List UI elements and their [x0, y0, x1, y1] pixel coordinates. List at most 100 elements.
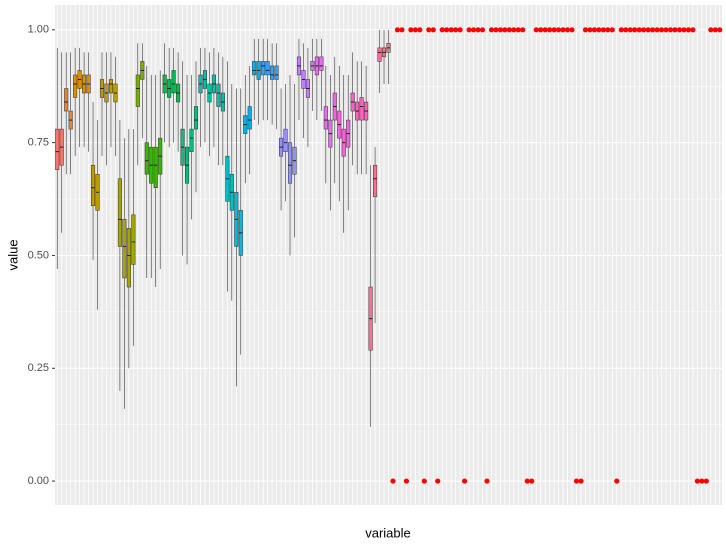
- point: [524, 478, 530, 484]
- x-axis-label: variable: [365, 525, 411, 540]
- point: [511, 27, 517, 33]
- box: [126, 228, 131, 288]
- point: [627, 27, 633, 33]
- y-tick-label: 0.50: [28, 249, 49, 261]
- point: [717, 27, 723, 33]
- point: [515, 27, 521, 33]
- point: [538, 27, 544, 33]
- point: [426, 27, 432, 33]
- point: [582, 27, 589, 33]
- point: [551, 27, 557, 33]
- y-tick-label: 0.25: [28, 362, 49, 374]
- point: [462, 478, 468, 484]
- point: [493, 27, 499, 33]
- box: [64, 88, 69, 112]
- point: [667, 27, 674, 33]
- point: [542, 27, 548, 33]
- box: [122, 219, 127, 279]
- point: [421, 478, 427, 484]
- box: [377, 47, 382, 62]
- point: [564, 27, 571, 33]
- box: [265, 61, 270, 76]
- point: [658, 27, 665, 33]
- point: [694, 478, 700, 484]
- point: [587, 27, 593, 33]
- box: [135, 74, 140, 107]
- point: [623, 27, 629, 33]
- point: [636, 27, 642, 33]
- point: [502, 27, 508, 33]
- point: [600, 27, 606, 33]
- box: [216, 83, 221, 107]
- point: [618, 27, 624, 33]
- point: [596, 27, 602, 33]
- point: [417, 27, 423, 33]
- box: [359, 97, 364, 121]
- box: [193, 106, 199, 130]
- point: [453, 27, 459, 33]
- point: [632, 27, 638, 33]
- box: [261, 61, 266, 76]
- point: [609, 27, 615, 33]
- point: [614, 478, 620, 484]
- point: [484, 478, 490, 484]
- point: [466, 27, 472, 33]
- point: [569, 27, 575, 33]
- box: [373, 164, 378, 198]
- point: [685, 27, 692, 33]
- box: [108, 79, 113, 94]
- point: [676, 27, 683, 33]
- box: [153, 146, 158, 189]
- point: [435, 478, 441, 484]
- point: [430, 27, 436, 33]
- box: [287, 142, 293, 184]
- point: [403, 478, 410, 484]
- point: [681, 27, 687, 33]
- box: [319, 56, 324, 71]
- point: [591, 27, 598, 33]
- point: [475, 27, 481, 33]
- point: [457, 27, 463, 33]
- marks: [55, 27, 723, 484]
- point: [547, 27, 553, 33]
- box: [117, 178, 122, 247]
- y-tick-label: 0.00: [28, 475, 49, 487]
- point: [479, 27, 486, 33]
- point: [708, 27, 714, 33]
- point: [444, 27, 450, 33]
- point: [408, 27, 414, 33]
- point: [439, 27, 445, 33]
- point: [703, 478, 709, 484]
- point: [488, 27, 495, 33]
- point: [394, 27, 401, 33]
- point: [663, 27, 669, 33]
- box: [252, 61, 257, 76]
- box: [270, 65, 275, 80]
- point: [560, 27, 566, 33]
- point: [605, 27, 611, 33]
- box: [131, 214, 136, 265]
- point: [529, 478, 535, 484]
- point: [654, 27, 660, 33]
- point: [556, 27, 562, 33]
- box: [283, 128, 288, 152]
- point: [520, 27, 526, 33]
- box: [144, 142, 149, 175]
- point: [448, 27, 454, 33]
- point: [650, 27, 656, 33]
- point: [506, 27, 512, 33]
- y-tick-label: 1.00: [28, 24, 49, 36]
- box: [247, 106, 252, 130]
- box: [189, 128, 194, 152]
- box: [73, 74, 78, 98]
- point: [690, 27, 696, 33]
- point: [672, 27, 678, 33]
- point: [578, 478, 584, 484]
- box: [274, 65, 279, 80]
- point: [641, 27, 647, 33]
- point: [412, 27, 418, 33]
- point: [390, 478, 396, 484]
- point: [645, 27, 651, 33]
- point: [399, 27, 405, 33]
